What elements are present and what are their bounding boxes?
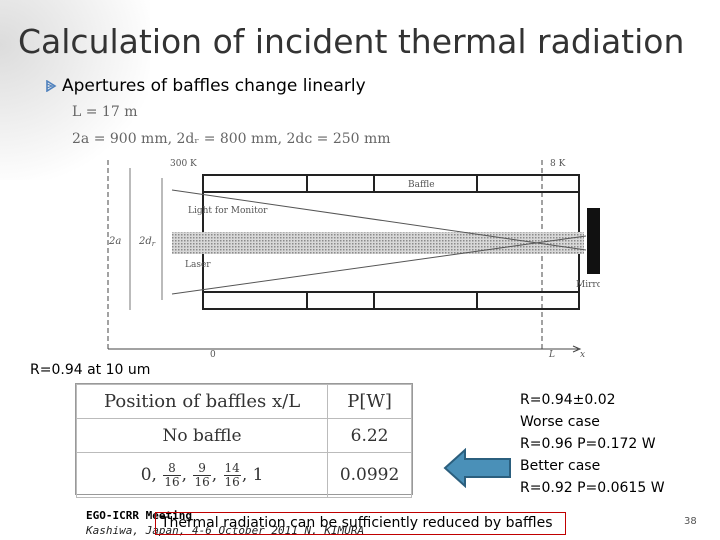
- fraction-2: 9 16: [193, 460, 211, 489]
- table-cell-positions: 0, 8 16, 9 16, 14 16, 1: [75, 452, 329, 498]
- result-line-1: R=0.94±0.02: [520, 392, 616, 408]
- table-cell-no-baffle-power: 6.22: [327, 418, 412, 453]
- monitor-ray-bottom: [171, 235, 587, 295]
- mirror: [587, 208, 600, 274]
- results-text: R=0.94±0.02 Worse case R=0.96 P=0.172 W …: [520, 389, 665, 499]
- label-mirror: Mirror: [576, 280, 600, 290]
- label-2dr: 2d: [138, 236, 152, 247]
- conclusion-box: Thermal radiation can be sufficiently re…: [155, 512, 566, 535]
- label-origin: 0: [210, 350, 216, 360]
- fraction-3: 14 16: [223, 460, 241, 489]
- positions-suffix: 1: [252, 464, 264, 485]
- label-laser: Laser: [185, 260, 211, 270]
- result-line-3: R=0.96 P=0.172 W: [520, 436, 656, 452]
- left-arrow-icon: [443, 448, 511, 488]
- table-header-position: Position of baffles x/L: [75, 384, 329, 419]
- positions-prefix: 0,: [140, 464, 157, 485]
- fraction-1: 8 16: [163, 460, 181, 489]
- baffles-top: [202, 174, 580, 193]
- page-number: 38: [684, 516, 697, 527]
- label-2dr-sub: r: [152, 240, 156, 248]
- label-baffle: Baffle: [408, 180, 435, 190]
- result-line-5: R=0.92 P=0.0615 W: [520, 480, 665, 496]
- label-8k: 8 K: [550, 159, 566, 169]
- label-x: x: [580, 350, 585, 360]
- table-header-power: P[W]: [327, 384, 412, 419]
- reflectivity-note: R=0.94 at 10 um: [30, 362, 151, 378]
- bullet-icon: [46, 80, 57, 92]
- label-2a: 2a: [108, 236, 121, 247]
- result-line-2: Worse case: [520, 414, 600, 430]
- aperture-equation: 2a = 900 mm, 2dᵣ = 800 mm, 2dᴄ = 250 mm: [72, 131, 391, 147]
- monitor-ray-top: [171, 189, 587, 251]
- label-light-for-monitor: Light for Monitor: [188, 206, 268, 216]
- baffle-diagram: 300 K 8 K Baffle Light for Monitor Laser…: [107, 159, 600, 360]
- table-cell-no-baffle: No baffle: [75, 418, 329, 453]
- length-equation: L = 17 m: [72, 104, 138, 120]
- slide-title: Calculation of incident thermal radiatio…: [18, 22, 685, 61]
- result-line-4: Better case: [520, 458, 601, 474]
- table-cell-baffle-power: 0.0992: [327, 452, 412, 498]
- background-corner-wash: [0, 0, 150, 180]
- label-L: L: [548, 350, 555, 360]
- results-table: Position of baffles x/L P[W] No baffle 6…: [75, 383, 413, 498]
- label-300k: 300 K: [170, 159, 197, 169]
- bullet-text: Apertures of baffles change linearly: [62, 76, 366, 96]
- svg-text:2dr: 2dr: [138, 236, 156, 248]
- baffles-bottom: [202, 291, 580, 310]
- laser-beam: [172, 232, 584, 254]
